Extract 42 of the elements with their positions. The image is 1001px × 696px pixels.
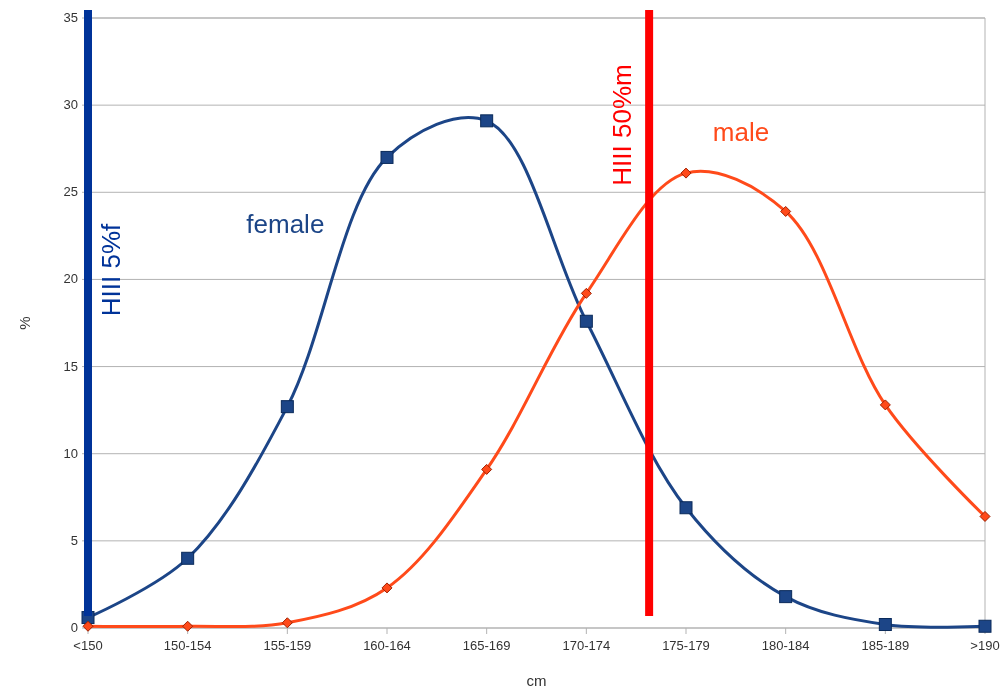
y-axis-title: % [16, 316, 33, 330]
point [679, 501, 693, 515]
y-tick-label: 30 [63, 97, 78, 113]
annotation: HIII 50%m [607, 64, 638, 186]
x-tick-label: 175-179 [662, 638, 710, 653]
point [380, 150, 394, 164]
point [281, 617, 293, 629]
point [182, 620, 194, 632]
x-tick-label: <150 [73, 638, 103, 653]
annotation: HIII 5%f [96, 222, 126, 317]
point [579, 314, 593, 328]
point [780, 205, 792, 217]
x-tick-label: 185-189 [861, 638, 910, 653]
y-tick-label: 10 [63, 445, 78, 461]
y-tick-label: 15 [63, 358, 78, 374]
point [978, 619, 992, 633]
y-tick-label: 5 [70, 532, 78, 548]
x-tick-label: >190 [970, 638, 1000, 653]
series-label: male [712, 117, 770, 148]
point [480, 114, 494, 128]
point [481, 463, 493, 475]
x-tick-label: 160-164 [363, 638, 411, 653]
x-tick-label: 155-159 [263, 638, 312, 653]
y-tick-label: 25 [63, 184, 78, 200]
point [680, 167, 692, 179]
x-tick-label: 170-174 [562, 638, 611, 653]
x-tick-label: 165-169 [462, 638, 511, 653]
y-tick-label: 20 [63, 271, 78, 287]
point [280, 400, 294, 414]
point [879, 399, 891, 411]
x-axis-title: cm [526, 672, 547, 689]
point [580, 287, 592, 299]
point [979, 510, 991, 522]
point [878, 618, 892, 632]
series-label: female [246, 208, 325, 239]
x-tick-label: 180-184 [761, 638, 810, 653]
y-tick-label: 0 [70, 620, 78, 635]
point [181, 551, 195, 565]
point [381, 582, 393, 594]
y-tick-label: 35 [63, 10, 78, 25]
point [779, 590, 793, 604]
x-tick-label: 150-154 [163, 638, 212, 653]
